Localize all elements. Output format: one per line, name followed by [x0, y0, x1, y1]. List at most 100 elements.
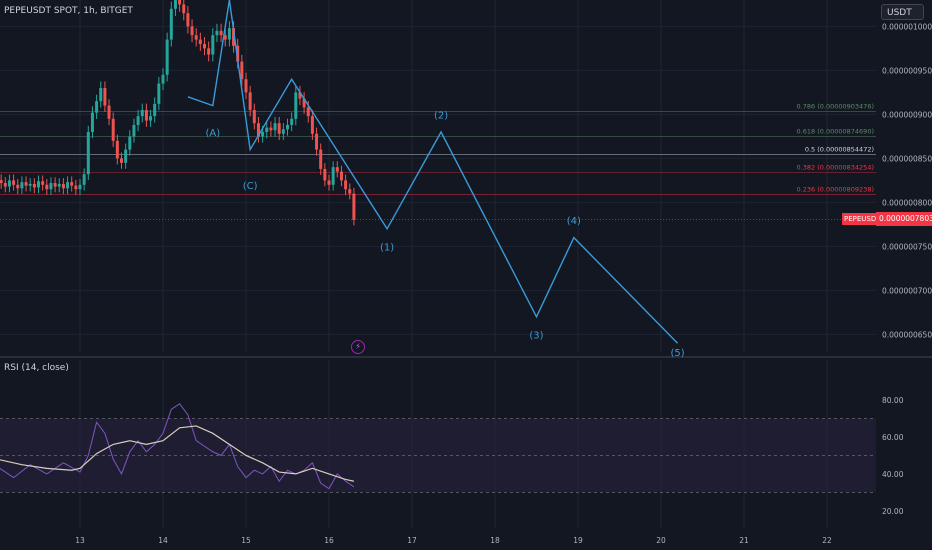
price-tick-label: 0.0000010000000 [882, 22, 932, 31]
candle-body [261, 132, 265, 137]
candle-body [306, 107, 310, 117]
price-tick-label: 0.0000006500000 [882, 330, 932, 339]
candle-body [344, 180, 348, 190]
candle-body [298, 92, 302, 99]
rsi-tick-label: 80.00 [882, 396, 904, 405]
time-tick-label: 20 [656, 536, 666, 545]
chart-title: PEPEUSDT SPOT, 1h, BITGET [4, 6, 133, 16]
candle-body [277, 123, 281, 134]
candle-body [103, 88, 107, 106]
candle-body [248, 92, 252, 110]
candle-body [70, 182, 74, 186]
fib-level-label: 0.382 (0.00000834254) [797, 163, 874, 171]
candle-body [66, 182, 70, 189]
candle-body [232, 28, 236, 46]
candle-body [294, 92, 298, 119]
currency-selector[interactable]: USDT [881, 4, 924, 20]
candle-body [207, 48, 211, 55]
candle-body [315, 133, 319, 150]
candle-body [115, 140, 119, 159]
rsi-tick-label: 40.00 [882, 470, 904, 479]
candle-body [302, 98, 306, 108]
candle-body [323, 168, 327, 181]
wave-label: (A) [205, 128, 220, 139]
candle-body [240, 61, 244, 80]
candle-body [244, 79, 248, 93]
candle-body [78, 184, 82, 190]
price-tick-label: 0.0000009000000 [882, 110, 932, 119]
candle-body [7, 180, 11, 187]
candle-body [124, 149, 128, 163]
price-axis[interactable]: 0.0000006500000 0.0000007000000 0.00000075… [882, 22, 932, 515]
wave-label: (C) [243, 181, 258, 192]
candle-body [252, 110, 256, 124]
candle-body [281, 129, 285, 134]
candle-body [157, 83, 161, 104]
candle-body [339, 171, 343, 181]
candle-body [223, 35, 227, 40]
candle-body [236, 45, 240, 62]
candle-body [24, 182, 28, 186]
rsi-panel [0, 403, 876, 493]
rsi-tick-label: 20.00 [882, 507, 904, 516]
candle-body [107, 105, 111, 119]
candle-body [161, 74, 165, 84]
candle-body [203, 44, 206, 49]
candle-body [132, 124, 136, 137]
lightning-icon[interactable]: ⚡ [351, 340, 365, 354]
symbol-tag: PEPEUSDT [842, 213, 883, 225]
candle-body [37, 181, 40, 188]
candle-body [45, 184, 49, 190]
candle-body [136, 116, 140, 125]
price-tick-label: 0.0000009500000 [882, 66, 932, 75]
candle-body [32, 183, 36, 188]
candle-body [273, 123, 277, 131]
candle-body [120, 158, 123, 163]
candle-body [140, 110, 144, 117]
candle-body [74, 185, 78, 190]
candle-body [153, 103, 157, 117]
candle-body [90, 112, 94, 132]
time-tick-label: 13 [75, 536, 85, 545]
candle-body [327, 180, 331, 185]
time-axis[interactable]: 13 14 15 16 17 18 19 20 21 22 [75, 536, 832, 545]
candle-body [49, 183, 53, 190]
time-tick-label: 21 [739, 536, 749, 545]
candle-body [173, 0, 177, 9]
price-tick-label: 0.0000007000000 [882, 286, 932, 295]
candle-body [178, 0, 182, 5]
wave-label: (2) [434, 110, 448, 121]
time-tick-label: 19 [573, 536, 583, 545]
elliott-wave: (A) (C) (1) (2) (3) (4) (5) [187, 0, 685, 359]
candle-body [227, 28, 231, 40]
time-tick-label: 22 [822, 536, 832, 545]
candle-body [99, 88, 103, 102]
candle-body [186, 13, 190, 27]
candle-body [53, 183, 57, 187]
candle-body [290, 118, 294, 125]
candle-body [198, 39, 202, 44]
candle-body [41, 181, 45, 185]
candle-body [265, 127, 269, 132]
candle-body [12, 180, 16, 185]
candles [0, 0, 356, 226]
wave-label: (1) [380, 242, 394, 253]
time-tick-label: 16 [324, 536, 334, 545]
candle-body [215, 30, 219, 36]
candle-body [182, 4, 186, 14]
candle-body [128, 136, 132, 150]
time-tick-label: 14 [158, 536, 168, 545]
time-tick-label: 17 [407, 536, 417, 545]
wave-label: (4) [567, 216, 581, 227]
fib-level-label: 0.236 (0.00000809238) [797, 185, 874, 193]
candle-body [190, 26, 194, 36]
candle-body [28, 183, 32, 186]
candle-body [319, 149, 323, 169]
rsi-title: RSI (14, close) [4, 363, 69, 373]
wave-label: (5) [671, 348, 685, 359]
wave-label: (3) [529, 330, 543, 341]
current-price-tag: 0.0000007803126 [876, 212, 932, 226]
candle-body [111, 118, 115, 141]
time-tick-label: 18 [490, 536, 500, 545]
